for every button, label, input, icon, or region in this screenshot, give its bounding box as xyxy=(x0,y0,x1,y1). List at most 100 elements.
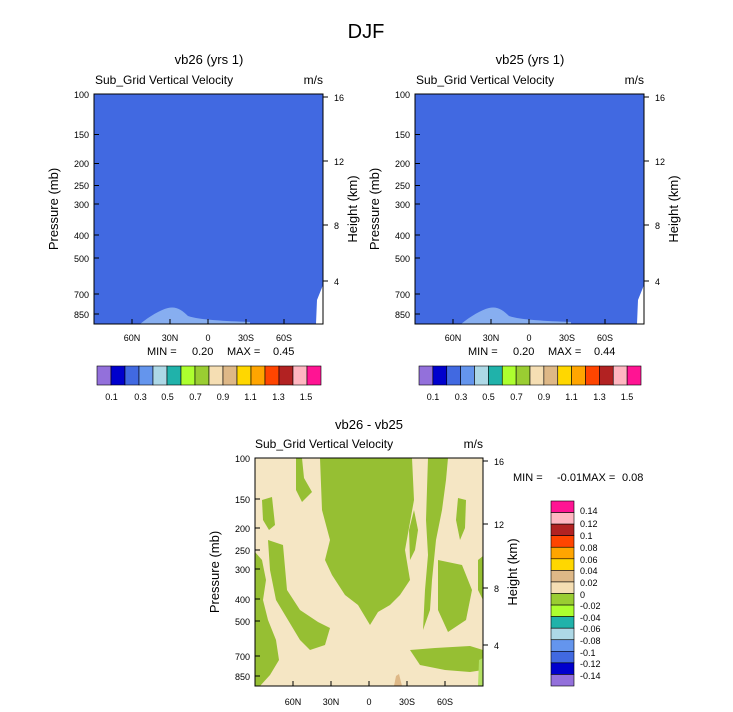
white-patch xyxy=(637,285,644,324)
colorbar-swatch xyxy=(550,604,575,617)
colorbar-swatch xyxy=(446,365,461,386)
y-axis-right: 16 12 8 4 Height (km) xyxy=(483,457,520,651)
y-tick-label: 12 xyxy=(655,157,665,167)
light-green-region xyxy=(478,658,483,686)
y-tick-label: 8 xyxy=(655,221,660,231)
panel-left-label: Sub_Grid Vertical Velocity xyxy=(255,437,393,451)
colorbar-swatch xyxy=(180,365,196,386)
colorbar-label: 1.5 xyxy=(621,392,634,402)
y-tick-label: 300 xyxy=(74,200,89,210)
colorbar-swatch xyxy=(550,662,575,675)
y-axis-title-right: Height (km) xyxy=(666,175,681,242)
colorbar-label: 1.3 xyxy=(593,392,606,402)
y-tick-label: 700 xyxy=(74,290,89,300)
colorbar-labels: 0.1 0.3 0.5 0.7 0.9 1.1 1.3 1.5 xyxy=(427,392,634,402)
x-tick-label: 30S xyxy=(559,333,575,343)
colorbar-swatch xyxy=(550,523,575,536)
colorbar-label: 1.3 xyxy=(272,392,285,402)
green-region xyxy=(255,552,279,686)
min-value: 0.20 xyxy=(192,346,213,358)
colorbar-swatch xyxy=(488,365,503,386)
panel-title: vb26 - vb25 xyxy=(335,417,403,432)
y-tick-label: 16 xyxy=(334,93,344,103)
colorbar-label: 0.7 xyxy=(189,392,202,402)
x-tick-label: 30S xyxy=(238,333,254,343)
colorbar-label: 0.02 xyxy=(580,578,598,588)
x-axis: 60N 30N 0 30S 60S xyxy=(445,319,613,343)
light-blue-patch xyxy=(140,307,250,324)
colorbar-swatch xyxy=(96,365,112,386)
panel-units: m/s xyxy=(625,73,644,87)
colorbar-swatch xyxy=(222,365,238,386)
x-tick-label: 30S xyxy=(399,697,415,707)
colorbar-swatch xyxy=(418,365,434,386)
panel-units: m/s xyxy=(464,437,483,451)
max-value: 0.08 xyxy=(622,472,643,484)
y-tick-label: 300 xyxy=(235,565,250,575)
colorbar-swatch xyxy=(550,500,575,513)
green-region xyxy=(478,556,483,600)
max-label: MAX = xyxy=(582,472,615,484)
colorbar-swatch xyxy=(432,365,448,386)
green-region xyxy=(438,560,472,632)
panel-title: vb25 (yrs 1) xyxy=(496,52,565,67)
colorbar-label: 0 xyxy=(580,590,585,600)
plot-area xyxy=(93,93,324,325)
light-brown-spot xyxy=(394,674,402,686)
panel-title: vb26 (yrs 1) xyxy=(175,52,244,67)
x-tick-label: 0 xyxy=(526,333,531,343)
max-label: MAX = xyxy=(227,346,260,358)
y-tick-label: 12 xyxy=(334,157,344,167)
green-region xyxy=(409,510,418,560)
max-label: MAX = xyxy=(548,346,581,358)
plot-area xyxy=(254,457,484,687)
y-tick-label: 8 xyxy=(334,221,339,231)
y-tick-label: 4 xyxy=(494,641,499,651)
colorbar-label: -0.14 xyxy=(580,671,601,681)
min-label: MIN = xyxy=(147,346,177,358)
green-region xyxy=(456,498,466,540)
max-value: 0.44 xyxy=(594,346,615,358)
field-background xyxy=(415,94,644,324)
y-axis-title-right: Height (km) xyxy=(505,538,520,605)
x-tick-label: 0 xyxy=(366,697,371,707)
y-tick-label: 100 xyxy=(74,90,89,100)
colorbar-swatch xyxy=(124,365,140,386)
colorbar-swatch xyxy=(557,365,572,386)
colorbar-swatch xyxy=(278,365,294,386)
colorbar-label: -0.06 xyxy=(580,624,601,634)
y-tick-label: 200 xyxy=(74,159,89,169)
y-tick-label: 4 xyxy=(334,277,339,287)
colorbar-label: -0.1 xyxy=(580,648,596,658)
x-tick-label: 60N xyxy=(124,333,141,343)
light-blue-patch xyxy=(461,307,571,324)
y-tick-label: 8 xyxy=(494,584,499,594)
colorbar-label: 0.9 xyxy=(217,392,230,402)
colorbar-label: 1.1 xyxy=(244,392,257,402)
colorbar-label: 0.3 xyxy=(134,392,147,402)
panel-units: m/s xyxy=(304,73,323,87)
colorbar-label: 0.08 xyxy=(580,543,598,553)
panel-left-label: Sub_Grid Vertical Velocity xyxy=(95,73,233,87)
y-tick-label: 100 xyxy=(395,90,410,100)
colorbar-label: 0.06 xyxy=(580,555,598,565)
colorbar-swatch xyxy=(550,593,575,606)
y-tick-label: 250 xyxy=(395,181,410,191)
colorbar-swatch xyxy=(550,674,575,687)
colorbar-swatch xyxy=(529,365,545,386)
y-tick-label: 500 xyxy=(235,617,250,627)
y-tick-label: 250 xyxy=(74,181,89,191)
figure-title: DJF xyxy=(348,21,385,43)
y-axis-title-right: Height (km) xyxy=(345,175,360,242)
y-tick-label: 850 xyxy=(395,310,410,320)
plot-area xyxy=(414,93,645,325)
colorbar-swatch xyxy=(194,365,210,386)
min-max-readout: MIN = 0.20 MAX = 0.45 xyxy=(147,346,294,358)
colorbar-swatch xyxy=(550,627,575,641)
colorbar-swatch xyxy=(236,365,252,386)
y-tick-label: 500 xyxy=(395,254,410,264)
min-max-readout: MIN = 0.20 MAX = 0.44 xyxy=(468,346,615,358)
colorbar-label: 0.9 xyxy=(538,392,551,402)
colorbar-swatch xyxy=(501,365,517,386)
